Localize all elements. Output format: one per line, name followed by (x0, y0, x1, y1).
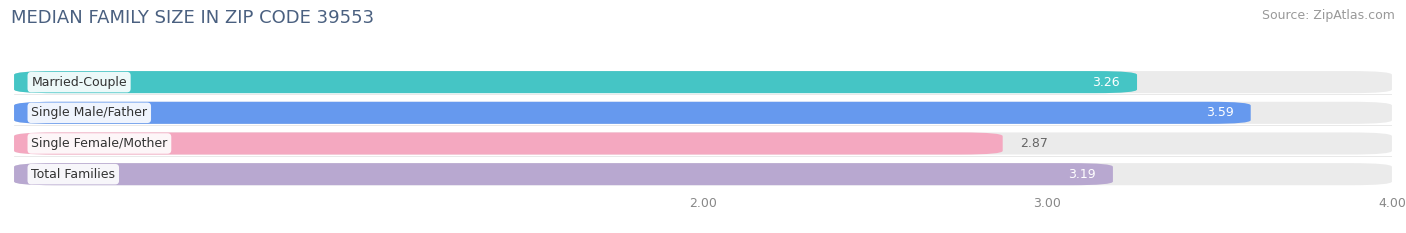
FancyBboxPatch shape (14, 71, 1392, 93)
Text: 2.87: 2.87 (1019, 137, 1047, 150)
FancyBboxPatch shape (14, 102, 1392, 124)
FancyBboxPatch shape (14, 132, 1392, 154)
Text: 3.19: 3.19 (1069, 168, 1095, 181)
Text: Single Female/Mother: Single Female/Mother (31, 137, 167, 150)
Text: 3.59: 3.59 (1206, 106, 1233, 119)
Text: 3.26: 3.26 (1092, 76, 1119, 89)
Text: Single Male/Father: Single Male/Father (31, 106, 148, 119)
Text: Married-Couple: Married-Couple (31, 76, 127, 89)
FancyBboxPatch shape (14, 132, 1002, 154)
FancyBboxPatch shape (14, 71, 1137, 93)
FancyBboxPatch shape (14, 102, 1251, 124)
Text: Total Families: Total Families (31, 168, 115, 181)
Text: MEDIAN FAMILY SIZE IN ZIP CODE 39553: MEDIAN FAMILY SIZE IN ZIP CODE 39553 (11, 9, 374, 27)
Text: Source: ZipAtlas.com: Source: ZipAtlas.com (1261, 9, 1395, 22)
FancyBboxPatch shape (14, 163, 1392, 185)
FancyBboxPatch shape (14, 163, 1114, 185)
